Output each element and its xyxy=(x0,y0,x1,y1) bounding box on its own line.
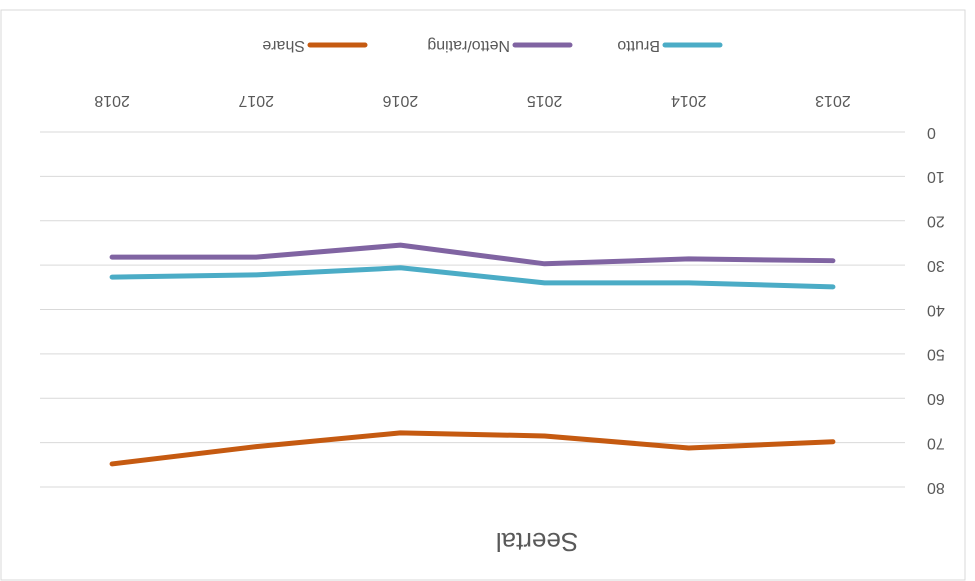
y-tick-label: 40 xyxy=(927,301,945,318)
chart-body: Seertal 0 10 20 30 40 50 60 70 80 2013 2014 2015 201… xyxy=(0,9,966,581)
y-tick-label: 70 xyxy=(927,434,945,451)
chart-title: Seertal xyxy=(496,527,578,557)
series-line xyxy=(109,265,836,290)
y-tick-label: 10 xyxy=(927,168,945,185)
y-tick-label: 50 xyxy=(927,346,945,363)
x-tick-label: 2015 xyxy=(527,92,563,109)
y-tick-label: 30 xyxy=(927,257,945,274)
x-tick-label: 2018 xyxy=(94,92,130,109)
y-tick-label: 60 xyxy=(927,390,945,407)
y-tick-label: 20 xyxy=(927,213,945,230)
y-tick-label: 0 xyxy=(927,124,936,141)
x-tick-label: 2013 xyxy=(815,92,851,109)
legend-label: Netto/rating xyxy=(427,37,510,54)
x-tick-label: 2014 xyxy=(671,92,707,109)
chart-frame xyxy=(0,9,966,581)
y-tick-label: 80 xyxy=(927,479,945,496)
x-tick-label: 2017 xyxy=(238,92,274,109)
x-tick-label: 2016 xyxy=(383,92,419,109)
series-line xyxy=(109,242,836,267)
legend-label: Share xyxy=(262,37,305,54)
legend-label: Brutto xyxy=(617,37,660,54)
series-line xyxy=(109,430,836,467)
